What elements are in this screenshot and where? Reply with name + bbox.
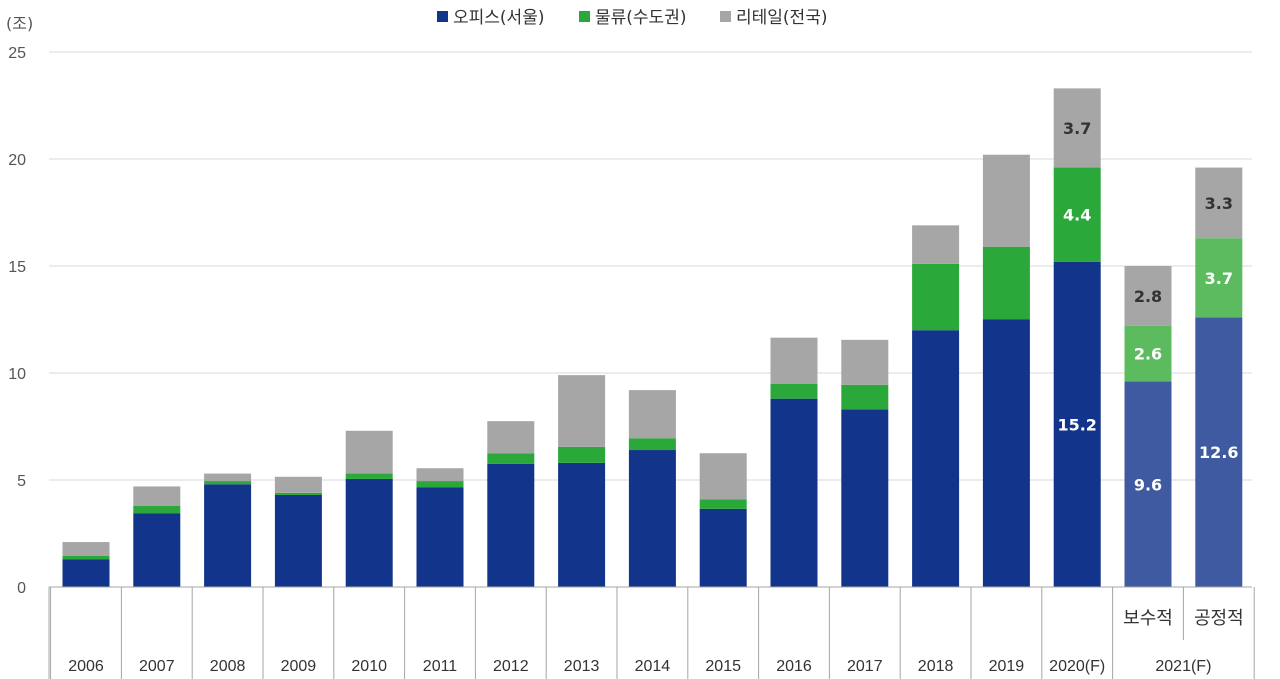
bar-segment xyxy=(1124,381,1172,587)
y-tick-label: 10 xyxy=(8,366,26,383)
data-label: 2.6 xyxy=(1134,345,1162,364)
data-labels: 15.2 4.4 3.7 9.6 2.6 2.8 12.6 3.7 3.3 xyxy=(1057,119,1238,494)
bar-segment xyxy=(204,473,252,482)
data-label: 12.6 xyxy=(1199,443,1238,462)
bar-segment xyxy=(770,383,818,399)
bar-segment xyxy=(770,398,818,587)
bar-segment xyxy=(1124,266,1172,326)
y-tick-label: 25 xyxy=(8,45,26,62)
bar-segment xyxy=(487,463,535,587)
bar-segment xyxy=(133,513,181,587)
bar-segment xyxy=(628,390,676,439)
bar-segment xyxy=(1053,167,1101,262)
bar-segment xyxy=(628,450,676,587)
data-label: 15.2 xyxy=(1057,415,1096,434)
bar-segment xyxy=(912,330,960,587)
bar-segment xyxy=(133,486,181,506)
bar-segment xyxy=(699,499,747,509)
bars xyxy=(62,88,1243,587)
bar-segment xyxy=(345,473,393,479)
bar-segment xyxy=(982,154,1030,247)
x-subcategory-label: 보수적 xyxy=(1123,608,1173,629)
x-category-label: 2020(F) xyxy=(1049,658,1105,675)
data-label: 3.3 xyxy=(1205,194,1233,213)
x-category-label: 2019 xyxy=(989,658,1025,675)
bar-segment xyxy=(274,494,322,587)
bar-segment xyxy=(62,559,110,587)
y-tick-label: 20 xyxy=(8,152,26,169)
x-category-label: 2007 xyxy=(139,658,175,675)
x-category-label: 2014 xyxy=(635,658,671,675)
bar-segment xyxy=(982,319,1030,587)
x-category-label: 2011 xyxy=(423,658,458,675)
bar-segment xyxy=(62,555,110,560)
legend-swatch xyxy=(579,11,590,22)
bar-segment xyxy=(416,468,464,482)
gridlines xyxy=(49,51,1252,481)
data-label: 9.6 xyxy=(1134,475,1162,494)
bar-segment xyxy=(841,339,889,385)
bar-segment xyxy=(699,453,747,500)
bar-segment xyxy=(345,478,393,587)
bar-segment xyxy=(1195,317,1243,587)
x-category-label: 2015 xyxy=(705,658,741,675)
bar-segment xyxy=(558,462,606,587)
bar-segment xyxy=(1124,325,1172,382)
x-group-label: 2021(F) xyxy=(1155,658,1211,675)
bar-segment xyxy=(416,487,464,587)
bar-segment xyxy=(133,505,181,514)
y-tick-label: 0 xyxy=(17,580,26,597)
bar-segment xyxy=(770,337,818,384)
legend-swatch xyxy=(437,11,448,22)
bar-segment xyxy=(558,375,606,447)
legend-label: 리테일(전국) xyxy=(736,8,827,28)
legend-swatch xyxy=(720,11,731,22)
data-label: 4.4 xyxy=(1063,206,1091,225)
bar-segment xyxy=(1053,88,1101,168)
y-tick-label: 15 xyxy=(8,259,26,276)
x-subcategory-label: 공정적 xyxy=(1194,608,1244,629)
x-category-label: 2006 xyxy=(68,658,104,675)
x-category-label: 2016 xyxy=(776,658,812,675)
bar-segment xyxy=(982,246,1030,320)
x-category-label: 2009 xyxy=(281,658,317,675)
x-axis: 2006 2007 2008 2009 2010 2011 2012 2013 2014 2015… xyxy=(48,586,1255,679)
bar-segment xyxy=(912,225,960,264)
bar-segment xyxy=(1053,261,1101,587)
legend-label: 오피스(서울) xyxy=(453,8,544,28)
x-category-label: 2008 xyxy=(210,658,246,675)
y-axis-ticks: 0 5 10 15 20 25 xyxy=(8,45,26,597)
x-category-label: 2010 xyxy=(351,658,387,675)
bar-segment xyxy=(1195,167,1243,239)
bar-segment xyxy=(274,476,322,493)
legend: 오피스(서울) 물류(수도권) 리테일(전국) xyxy=(437,8,827,28)
y-axis-unit-label: (조) xyxy=(6,14,33,33)
bar-segment xyxy=(204,484,252,587)
bar-segment xyxy=(841,384,889,410)
bar-segment xyxy=(558,446,606,463)
bar-segment xyxy=(416,481,464,488)
data-label: 3.7 xyxy=(1063,119,1091,138)
bar-segment xyxy=(62,542,110,556)
bar-segment xyxy=(699,508,747,587)
bar-segment xyxy=(628,438,676,451)
bar-segment xyxy=(1195,238,1243,318)
y-tick-label: 5 xyxy=(17,473,26,490)
bar-segment xyxy=(345,430,393,474)
bar-segment xyxy=(204,481,252,485)
x-category-label: 2018 xyxy=(918,658,954,675)
bar-segment xyxy=(274,492,322,495)
x-category-label: 2013 xyxy=(564,658,600,675)
x-category-label: 2012 xyxy=(493,658,529,675)
data-label: 3.7 xyxy=(1205,269,1233,288)
bar-segment xyxy=(841,409,889,587)
bar-segment xyxy=(487,421,535,454)
x-category-label: 2017 xyxy=(847,658,883,675)
legend-label: 물류(수도권) xyxy=(595,8,686,28)
bar-segment xyxy=(487,453,535,464)
data-label: 2.8 xyxy=(1134,287,1162,306)
bar-segment xyxy=(912,263,960,331)
